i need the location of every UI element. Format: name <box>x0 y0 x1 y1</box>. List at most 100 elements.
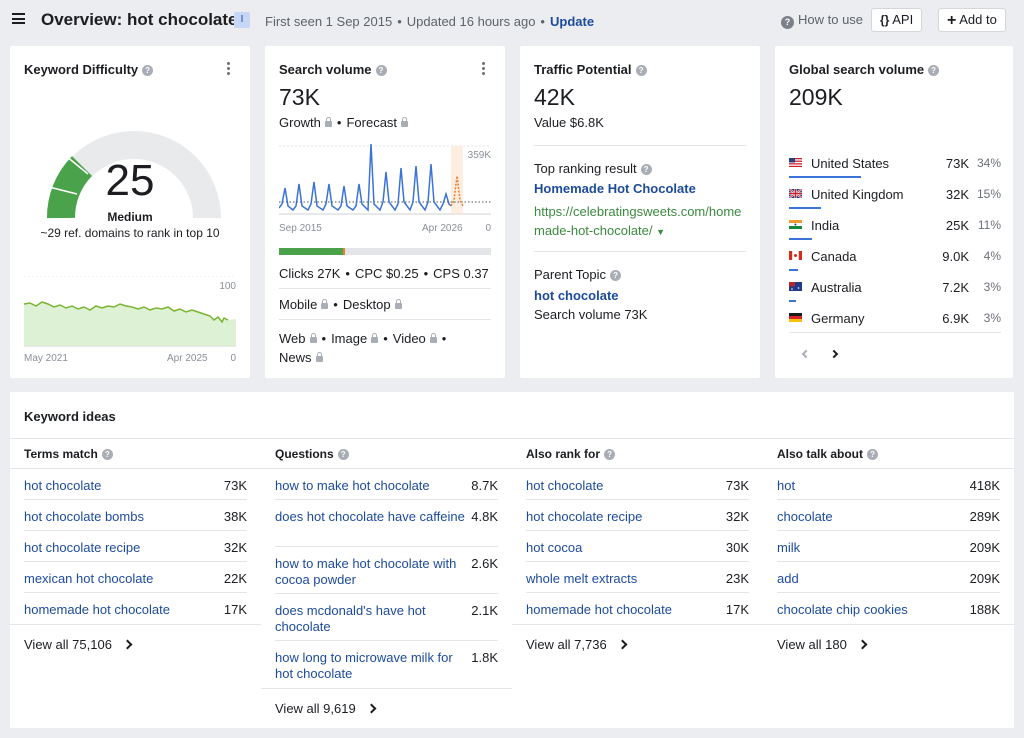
mobile-label: Mobile <box>279 297 318 312</box>
help-icon[interactable]: ? <box>101 449 113 460</box>
help-icon[interactable]: ? <box>337 449 349 460</box>
update-link[interactable]: Update <box>549 14 595 29</box>
keyword-row[interactable]: hot chocolate 73K <box>526 478 749 494</box>
keyword-row[interactable]: how to make hot chocolate 8.7K <box>275 478 498 494</box>
keyword-link[interactable]: add <box>777 571 799 586</box>
parent-topic-link[interactable]: hot chocolate <box>534 288 619 303</box>
keyword-link[interactable]: hot cocoa <box>526 540 583 555</box>
prev-page-icon[interactable] <box>801 349 811 359</box>
kd-level: Medium <box>107 210 153 224</box>
news-label: News <box>279 350 312 365</box>
parent-topic-volume: Search volume 73K <box>534 307 648 322</box>
lock-icon <box>394 299 402 309</box>
view-all-label: View all 75,106 <box>24 637 112 652</box>
view-all-link[interactable]: View all 180 <box>777 637 868 652</box>
country-share-bar <box>789 300 796 302</box>
forecast-label: Forecast <box>346 115 398 130</box>
kd-chart-max: 100 <box>219 281 236 292</box>
view-all-link[interactable]: View all 75,106 <box>24 637 133 652</box>
keyword-link[interactable]: mexican hot chocolate <box>24 571 154 586</box>
caret-down-icon[interactable]: ▼ <box>656 227 666 237</box>
more-options-icon[interactable] <box>227 62 230 77</box>
country-percent: 11% <box>977 218 1001 232</box>
keyword-row[interactable]: homemade hot chocolate 17K <box>526 602 749 618</box>
keyword-link[interactable]: hot chocolate <box>24 478 102 493</box>
lock-icon <box>309 333 317 343</box>
keyword-link[interactable]: hot chocolate <box>526 478 604 493</box>
keyword-link[interactable]: homemade hot chocolate <box>24 602 170 617</box>
keyword-link[interactable]: chocolate chip cookies <box>777 602 908 617</box>
country-name: Germany <box>811 311 865 326</box>
country-share-bar <box>789 238 812 240</box>
add-to-button[interactable]: + Add to <box>938 8 1006 32</box>
how-to-use-link[interactable]: ? How to use <box>781 12 863 29</box>
australia-flag-icon <box>789 282 802 291</box>
keyword-row[interactable]: chocolate chip cookies 188K <box>777 602 1000 618</box>
view-all-label: View all 7,736 <box>526 637 607 652</box>
help-icon: ? <box>781 16 794 29</box>
us-flag-icon <box>789 158 802 167</box>
keyword-row[interactable]: mexican hot chocolate 22K <box>24 571 247 587</box>
api-button[interactable]: {} API <box>871 8 923 32</box>
keyword-link[interactable]: how to make hot chocolate <box>275 478 430 493</box>
help-icon[interactable]: ? <box>635 65 647 76</box>
keyword-link[interactable]: does mcdonald's have hot chocolate <box>275 603 426 634</box>
top-result-url[interactable]: https://celebratingsweets.com/home made-h… <box>534 202 749 242</box>
traffic-potential-card: Traffic Potential? 42K Value $6.8K Top r… <box>520 46 760 378</box>
sv-click-stats: Clicks 27K • CPC $0.25 • CPS 0.37 <box>279 266 489 281</box>
keyword-link[interactable]: milk <box>777 540 801 555</box>
keyword-link[interactable]: chocolate <box>777 509 833 524</box>
column-header: Also talk about? <box>777 447 879 461</box>
keyword-volume: 188K <box>969 602 1000 617</box>
top-result-title[interactable]: Homemade Hot Chocolate <box>534 181 696 196</box>
keyword-row[interactable]: hot cocoa 30K <box>526 540 749 556</box>
keyword-volume: 17K <box>223 602 247 617</box>
keyword-row[interactable]: homemade hot chocolate 17K <box>24 602 247 618</box>
keyword-row[interactable]: how long to microwave milk for hot choco… <box>275 650 498 682</box>
keyword-link[interactable]: hot chocolate bombs <box>24 509 144 524</box>
keyword-link[interactable]: how to make hot chocolate with cocoa pow… <box>275 556 457 587</box>
help-icon[interactable]: ? <box>142 65 154 76</box>
country-percent: 34% <box>976 156 1001 170</box>
keyword-link[interactable]: hot <box>777 478 796 493</box>
keyword-row[interactable]: how to make hot chocolate with cocoa pow… <box>275 556 498 588</box>
clicks-bar <box>279 248 491 255</box>
keyword-row[interactable]: hot chocolate bombs 38K <box>24 509 247 525</box>
keyword-link[interactable]: homemade hot chocolate <box>526 602 672 617</box>
keyword-row[interactable]: hot chocolate recipe 32K <box>24 540 247 556</box>
keyword-link[interactable]: how long to microwave milk for hot choco… <box>275 650 453 681</box>
view-all-link[interactable]: View all 9,619 <box>275 701 377 716</box>
keyword-row[interactable]: chocolate 289K <box>777 509 1000 525</box>
help-icon[interactable]: ? <box>375 65 387 76</box>
keyword-row[interactable]: whole melt extracts 23K <box>526 571 749 587</box>
keyword-row[interactable]: hot chocolate recipe 32K <box>526 509 749 525</box>
keyword-row[interactable]: hot chocolate 73K <box>24 478 247 494</box>
keyword-link[interactable]: whole melt extracts <box>526 571 638 586</box>
next-page-icon[interactable] <box>829 349 839 359</box>
help-icon[interactable]: ? <box>867 449 879 460</box>
top-result-label: Top ranking result? <box>534 161 652 176</box>
view-all-link[interactable]: View all 7,736 <box>526 637 628 652</box>
uk-flag-icon <box>789 189 802 198</box>
sv-chart-min: 0 <box>485 223 491 234</box>
keyword-row[interactable]: add 209K <box>777 571 1000 587</box>
more-options-icon[interactable] <box>482 62 485 77</box>
help-icon[interactable]: ? <box>604 449 616 460</box>
lock-icon <box>401 117 409 127</box>
kd-gauge <box>47 131 221 219</box>
help-icon[interactable]: ? <box>640 164 652 175</box>
keyword-link[interactable]: does hot chocolate have caffeine <box>275 509 465 524</box>
lock-icon <box>321 299 329 309</box>
help-icon[interactable]: ? <box>610 270 622 281</box>
keyword-row[interactable]: does mcdonald's have hot chocolate 2.1K <box>275 603 498 635</box>
keyword-link[interactable]: hot chocolate recipe <box>526 509 643 524</box>
keyword-row[interactable]: hot 418K <box>777 478 1000 494</box>
keyword-row[interactable]: does hot chocolate have caffeine 4.8K <box>275 509 498 525</box>
tp-title: Traffic Potential? <box>534 62 647 77</box>
menu-icon[interactable] <box>12 13 25 24</box>
help-icon[interactable]: ? <box>928 65 940 76</box>
keyword-link[interactable]: hot chocolate recipe <box>24 540 141 555</box>
keyword-row[interactable]: milk 209K <box>777 540 1000 556</box>
country-percent: 3% <box>983 311 1001 325</box>
keyword-ideas-title: Keyword ideas <box>24 409 116 424</box>
